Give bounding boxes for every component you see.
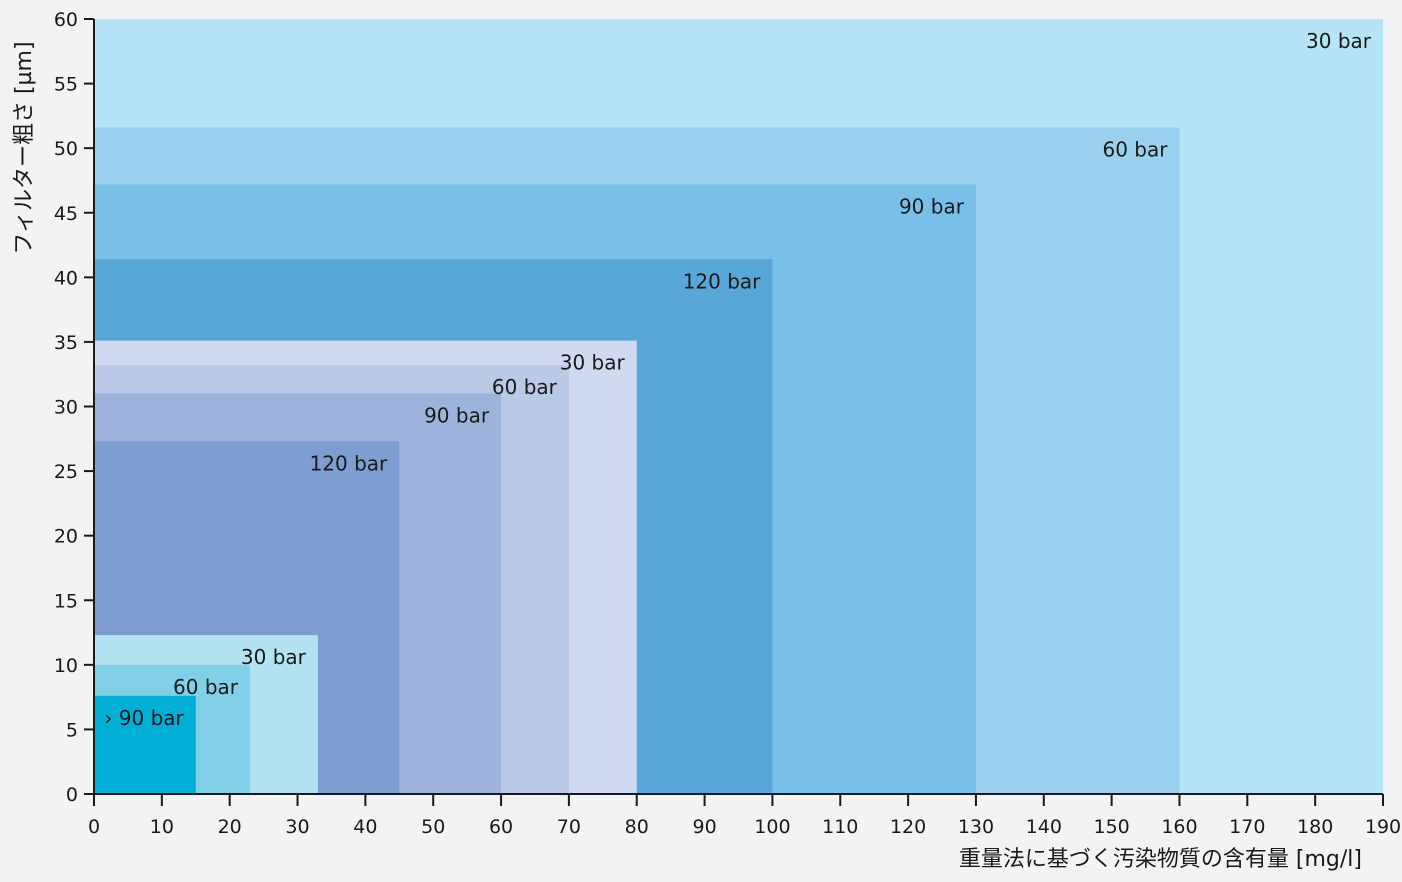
x-tick-label: 110 [822,816,858,838]
x-tick-label: 90 [692,816,716,838]
y-tick-label: 10 [54,655,78,677]
x-tick-label: 60 [489,816,513,838]
x-tick-label: 140 [1026,816,1062,838]
x-tick-label: 170 [1229,816,1265,838]
x-tick-label: 70 [557,816,581,838]
region-label-5: 60 bar [492,375,558,399]
region-label-0: 30 bar [1306,29,1372,53]
x-tick-label: 20 [218,816,242,838]
x-tick-label: 10 [150,816,174,838]
region-10 [94,695,196,794]
x-tick-label: 190 [1365,816,1401,838]
x-tick-label: 150 [1093,816,1129,838]
y-tick-label: 60 [54,9,78,31]
x-tick-label: 30 [285,816,309,838]
x-tick-label: 120 [890,816,926,838]
x-tick-label: 80 [625,816,649,838]
region-label-6: 90 bar [424,404,490,428]
region-label-8: 30 bar [241,645,307,669]
x-axis-title: 重量法に基づく汚染物質の含有量 [mg/l] [959,847,1362,872]
y-tick-label: 35 [54,332,78,354]
x-tick-label: 180 [1297,816,1333,838]
y-tick-label: 30 [54,397,78,419]
region-label-10: › 90 bar [104,706,184,730]
y-tick-label: 20 [54,526,78,548]
x-tick-label: 40 [353,816,377,838]
y-tick-label: 50 [54,138,78,160]
x-tick-label: 50 [421,816,445,838]
region-label-7: 120 bar [310,451,388,475]
y-tick-label: 55 [54,74,78,96]
y-tick-label: 45 [54,203,78,225]
x-tick-label: 100 [754,816,790,838]
y-axis-title: フィルター粗さ [µm] [12,41,37,254]
y-tick-label: 15 [54,590,78,612]
region-label-4: 30 bar [560,351,626,375]
region-label-1: 60 bar [1102,138,1168,162]
y-tick-label: 0 [66,784,78,806]
y-tick-label: 5 [66,719,78,741]
y-tick-label: 40 [54,267,78,289]
regions-layer [94,19,1383,795]
x-tick-label: 0 [88,816,100,838]
y-tick-label: 25 [54,461,78,483]
x-tick-label: 130 [958,816,994,838]
region-label-3: 120 bar [683,269,761,293]
region-label-2: 90 bar [899,194,965,218]
x-tick-label: 160 [1161,816,1197,838]
region-label-9: 60 bar [173,675,239,699]
axes-layer: 0 5 10 15 20 25 30 35 40 45 50 55 60 0 10 20 30 40 50 60 70 8… [54,9,1401,838]
